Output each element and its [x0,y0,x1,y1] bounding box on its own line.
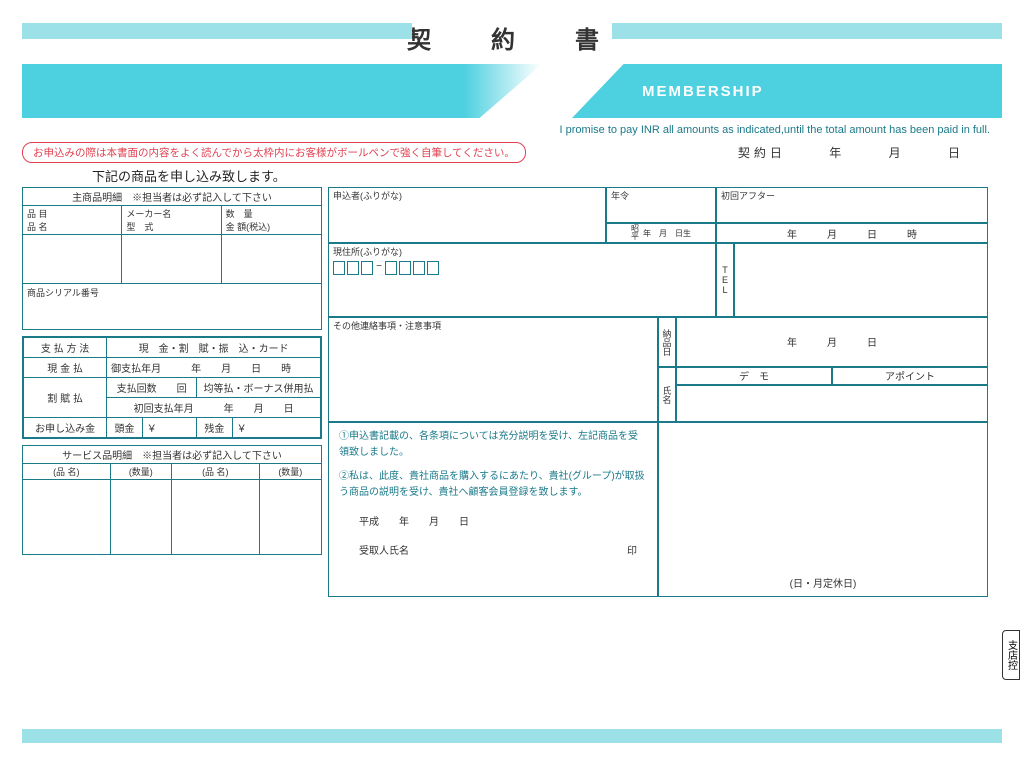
pay-r5a: 頭金 [107,418,143,438]
contract-date: 契約日 年 月 日 [720,144,1002,161]
pay-r2v: 御支払年月 年 月 日 時 [107,358,321,378]
notice-row: お申込みの際は本書面の内容をよく読んでから太枠内にお客様がボールペンで強く自筆し… [22,142,1002,163]
left-column: 主商品明細 ※担当者は必ず記入して下さい 品 目品 名 メーカー名型 式 数 量… [22,187,322,555]
red-notice: お申込みの際は本書面の内容をよく読んでから太枠内にお客様がボールペンで強く自筆し… [22,142,526,163]
first-after-box: 初回アフター [716,187,988,223]
receiver-label: 受取人氏名 [359,542,409,557]
pay-r5d: ￥ [232,418,320,438]
seal-label: 印 [627,542,637,557]
pay-r1v: 現 金・割 賦・振 込・カード [107,338,321,358]
other-box: その他連絡事項・注意事項 [328,317,658,422]
title-row: 契 約 書 [22,20,1002,50]
date-year: 年 [829,146,845,160]
pay-r5: お申し込み金 [24,418,107,438]
service-box: サービス品明細 ※担当者は必ず記入して下さい (品 名) (数量) (品 名) … [22,445,322,555]
sv-h2: (数量) [111,464,172,480]
ph3a: 数 量 [226,209,253,219]
era-born-box: 昭 平 年 月 日生 [606,223,716,243]
demo-box: デ モ [676,367,832,385]
ph3b: 金 額(税込) [226,222,271,232]
side-tab: 支店控 [1002,630,1020,680]
after-date-box: 年 月 日 時 [716,223,988,243]
ack2: ②私は、此度、貴社商品を購入するにあたり、貴社(グループ)が取扱う商品の説明を受… [339,469,647,501]
pay-r5b: ￥ [142,418,196,438]
pay-r4: 初回支払年月 年 月 日 [107,398,321,418]
product-body [23,235,321,283]
first-after-label: 初回アフター [717,188,987,203]
ack1: ①申込書記載の、各条項については充分説明を受け、左記商品を受領致しました。 [339,429,647,461]
product-box: 主商品明細 ※担当者は必ず記入して下さい 品 目品 名 メーカー名型 式 数 量… [22,187,322,330]
ack-box: ①申込書記載の、各条項については充分説明を受け、左記商品を受領致しました。 ②私… [328,422,658,597]
tel-label-box: TEL [716,243,734,317]
date-day: 日 [948,146,964,160]
pay-r3a: 支払回数 回 [107,378,197,398]
form-grid: 主商品明細 ※担当者は必ず記入して下さい 品 目品 名 メーカー名型 式 数 量… [22,187,1002,555]
banner-membership: MEMBERSHIP [572,64,1002,118]
tel-label: TEL [720,265,730,295]
applicant-label: 申込者(ふりがな) [329,188,605,203]
other-label: その他連絡事項・注意事項 [329,318,657,333]
payment-box: 支 払 方 法現 金・割 賦・振 込・カード 現 金 払御支払年月 年 月 日 … [22,336,322,439]
banner-row: MEMBERSHIP [22,64,1002,118]
address-box: 現住所(ふりがな) − [328,243,716,317]
delivery-date-box: 年 月 日 [676,317,988,367]
right-column: 申込者(ふりがな) 年令 初回アフター 昭 平 年 月 日生 年 月 日 時 現… [328,187,1002,555]
ph2b: 型 式 [126,222,153,232]
heisei: 平成 年 月 日 [339,513,647,528]
service-body [23,480,321,554]
serial-label: 商品シリアル番号 [23,283,321,329]
postal-boxes: − [333,261,439,275]
ph1a: 品 目 [27,209,48,219]
appoint-box: アポイント [832,367,988,385]
pay-r1: 支 払 方 法 [24,338,107,358]
footer-bar [22,729,1002,743]
pay-r2: 現 金 払 [24,358,107,378]
holiday-box: (日・月定休日) [658,422,988,597]
receiver-row: 受取人氏名 印 [339,542,647,557]
pay-r5c: 残金 [197,418,233,438]
sv-h4: (数量) [260,464,321,480]
title-bar-left [22,23,412,39]
promise-text: I promise to pay INR all amounts as indi… [22,124,990,136]
contract-date-label: 契約日 [738,146,786,160]
ph2a: メーカー名 [126,209,171,219]
service-title: サービス品明細 ※担当者は必ず記入して下さい [23,446,321,464]
pay-r3: 割 賦 払 [24,378,107,418]
age-box: 年令 [606,187,716,223]
ph1b: 品 名 [27,222,48,232]
sv-h1: (品 名) [23,464,111,480]
payment-table: 支 払 方 法現 金・割 賦・振 込・カード 現 金 払御支払年月 年 月 日 … [23,337,321,438]
sv-h3: (品 名) [172,464,260,480]
pay-r3b: 均等払・ボーナス併用払 [197,378,321,398]
title-bar-right [612,23,1002,39]
banner-left [22,64,542,118]
applicant-box: 申込者(ふりがな) [328,187,606,243]
holiday-label: (日・月定休日) [790,575,857,590]
tel-box [734,243,988,317]
product-title: 主商品明細 ※担当者は必ず記入して下さい [23,188,321,206]
era-label: 昭 平 [631,225,639,241]
product-head: 品 目品 名 メーカー名型 式 数 量金 額(税込) [23,206,321,235]
born-label: 年 月 日生 [643,228,691,239]
age-label: 年令 [607,188,715,203]
date-month: 月 [889,146,905,160]
delivery-label: 納品日 [661,329,674,356]
name-value-box [676,385,988,422]
delivery-label-box: 納品日 [658,317,676,367]
name-label-box: 氏名 [658,367,676,422]
address-label: 現住所(ふりがな) [329,244,715,259]
name-label: 氏名 [661,386,674,404]
contract-form-page: 契 約 書 MEMBERSHIP I promise to pay INR al… [0,0,1024,761]
subtitle: 下記の商品を申し込み致します。 [22,166,1002,185]
service-head: (品 名) (数量) (品 名) (数量) [23,464,321,480]
